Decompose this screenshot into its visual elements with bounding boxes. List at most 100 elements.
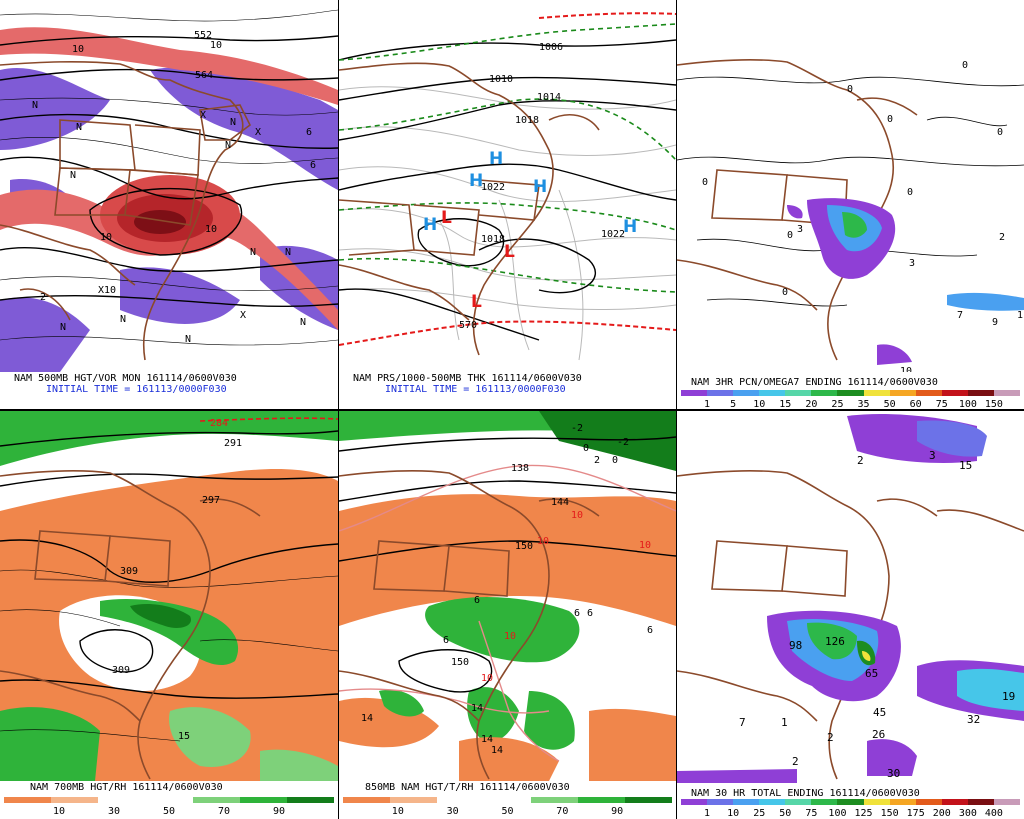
omega-label: 0 bbox=[887, 114, 893, 125]
scale-swatch bbox=[437, 797, 484, 803]
panel-3hr-precip: 0 0 0 0 0 0 0 0 3 3 2 7 9 1 10 NAM 3HR P… bbox=[677, 0, 1024, 408]
scale-swatch bbox=[811, 390, 838, 396]
scale-tick-label: 35 bbox=[857, 399, 870, 408]
scale-tick-label: 50 bbox=[883, 399, 896, 408]
precip-total-label: 1 bbox=[781, 716, 788, 729]
scale-swatch bbox=[625, 797, 672, 803]
scale-tick-label: 25 bbox=[831, 399, 844, 408]
scale-swatch bbox=[785, 390, 812, 396]
scale-swatch bbox=[967, 799, 994, 805]
scale-swatch bbox=[837, 390, 864, 396]
precip-label: 2 bbox=[999, 232, 1005, 243]
panel-850mb-temp-rh: -2 -2 0 2 0 138 144 150 150 10 10 10 6 6… bbox=[339, 411, 676, 819]
precip-label: 3 bbox=[797, 224, 803, 235]
precip-label: 1 bbox=[1017, 310, 1023, 321]
scale-swatch bbox=[531, 797, 578, 803]
height-label: 309 bbox=[120, 566, 138, 577]
scale-bar bbox=[681, 390, 1021, 396]
scale-swatch bbox=[889, 390, 916, 396]
precip-total-label: 45 bbox=[873, 706, 886, 719]
omega-label: 0 bbox=[702, 177, 708, 188]
temp-label: 2 bbox=[594, 455, 600, 466]
height-label: 291 bbox=[224, 438, 242, 449]
map-30hr-total: 2 3 15 98 126 65 7 1 45 32 19 2 2 30 26 bbox=[677, 411, 1024, 783]
scale-tick-label: 15 bbox=[779, 399, 792, 408]
vort-label: 6 bbox=[306, 127, 312, 138]
temp-label: 10 bbox=[639, 540, 651, 551]
vort-label: X bbox=[240, 310, 246, 321]
omega-label: 0 bbox=[907, 187, 913, 198]
scale-swatch bbox=[863, 799, 890, 805]
scale-swatch bbox=[941, 799, 968, 805]
scale-tick-label: 1 bbox=[704, 808, 711, 819]
height-label: 15 bbox=[178, 731, 190, 742]
scale-bar bbox=[681, 799, 1021, 805]
temp-label: 14 bbox=[491, 745, 503, 756]
scale-tick-label: 75 bbox=[805, 808, 818, 819]
high-pressure-marker: H bbox=[489, 149, 503, 169]
temp-label: 10 bbox=[481, 673, 493, 684]
low-pressure-marker: L bbox=[504, 242, 515, 262]
scale-swatch bbox=[863, 390, 890, 396]
scale-tick-label: 100 bbox=[828, 808, 847, 819]
map-pressure-thickness: 1006 1010 1014 1018 1022 1018 1022 570 H… bbox=[339, 0, 676, 372]
scale-tick-label: 75 bbox=[935, 399, 948, 408]
scale-swatch bbox=[484, 797, 531, 803]
vort-label: 10 bbox=[205, 224, 217, 235]
scale-swatch bbox=[733, 390, 760, 396]
vort-label: X bbox=[255, 127, 261, 138]
high-pressure-marker: H bbox=[623, 217, 637, 237]
scale-tick-label: 10 bbox=[52, 806, 66, 817]
panel-caption: NAM PRS/1000-500MB THK 161114/0600V030 I… bbox=[339, 373, 676, 395]
vort-label: N bbox=[230, 117, 236, 128]
map-labels-850mb: -2 -2 0 2 0 138 144 150 150 10 10 10 6 6… bbox=[361, 423, 653, 756]
vort-label: N bbox=[225, 140, 231, 151]
temp-label: 0 bbox=[612, 455, 618, 466]
scale-tick-label: 70 bbox=[556, 806, 569, 817]
height-label: 284 bbox=[210, 418, 228, 429]
scale-swatch bbox=[681, 799, 708, 805]
scale-swatch bbox=[51, 797, 99, 803]
scale-tick-label: 25 bbox=[753, 808, 766, 819]
vort-label: X10 bbox=[98, 285, 116, 296]
scale-swatch bbox=[837, 799, 864, 805]
temp-label: 6 bbox=[647, 625, 653, 636]
panel-caption: NAM 500MB HGT/VOR MON 161114/0600V030 IN… bbox=[0, 373, 338, 395]
panel-title: NAM PRS/1000-500MB THK 161114/0600V030 bbox=[353, 373, 582, 384]
omega-label: 0 bbox=[997, 127, 1003, 138]
precip-total-label: 30 bbox=[887, 767, 900, 780]
height-label: 297 bbox=[202, 495, 220, 506]
vort-label: X bbox=[200, 110, 206, 121]
scale-tick-label: 10 bbox=[391, 806, 404, 817]
omega-label: 0 bbox=[847, 84, 853, 95]
panel-pressure-thickness: 1006 1010 1014 1018 1022 1018 1022 570 H… bbox=[339, 0, 676, 408]
scale-tick-label: 125 bbox=[854, 808, 873, 819]
scale-ticks: 10 30 50 70 90 bbox=[343, 806, 672, 818]
scale-bar bbox=[343, 797, 672, 803]
scale-tick-label: 50 bbox=[162, 806, 176, 817]
precip-total-label: 2 bbox=[792, 755, 799, 768]
temp-label: 6 bbox=[443, 635, 449, 646]
precip-total-label: 15 bbox=[959, 459, 972, 472]
map-labels-30hr: 2 3 15 98 126 65 7 1 45 32 19 2 2 30 26 bbox=[739, 449, 1015, 780]
contour-label: 564 bbox=[195, 70, 213, 81]
scale-swatch bbox=[681, 390, 708, 396]
low-pressure-marker: L bbox=[441, 208, 452, 228]
isobar-label: 1018 bbox=[481, 234, 505, 245]
scale-swatch bbox=[578, 797, 625, 803]
scale-tick-label: 90 bbox=[611, 806, 624, 817]
pressure-highs: H H H H H bbox=[423, 149, 637, 237]
temp-label: 6 bbox=[474, 595, 480, 606]
panel-title: NAM 3HR PCN/OMEGA7 ENDING 161114/0600V03… bbox=[691, 377, 938, 388]
vort-label: N bbox=[300, 317, 306, 328]
vort-label: 10 bbox=[100, 232, 112, 243]
scale-swatch bbox=[707, 390, 734, 396]
height-label: 144 bbox=[551, 497, 569, 508]
scale-tick-label: 70 bbox=[217, 806, 231, 817]
panel-subtitle: INITIAL TIME = 161113/0000F030 bbox=[46, 384, 227, 395]
scale-swatch bbox=[145, 797, 193, 803]
vort-label: 10 bbox=[72, 44, 84, 55]
temp-label: 0 bbox=[583, 443, 589, 454]
panel-700mb-rh: 284 291 297 309 309 15 NAM 700MB HGT/RH … bbox=[0, 411, 338, 819]
scale-tick-label: 400 bbox=[984, 808, 1003, 819]
